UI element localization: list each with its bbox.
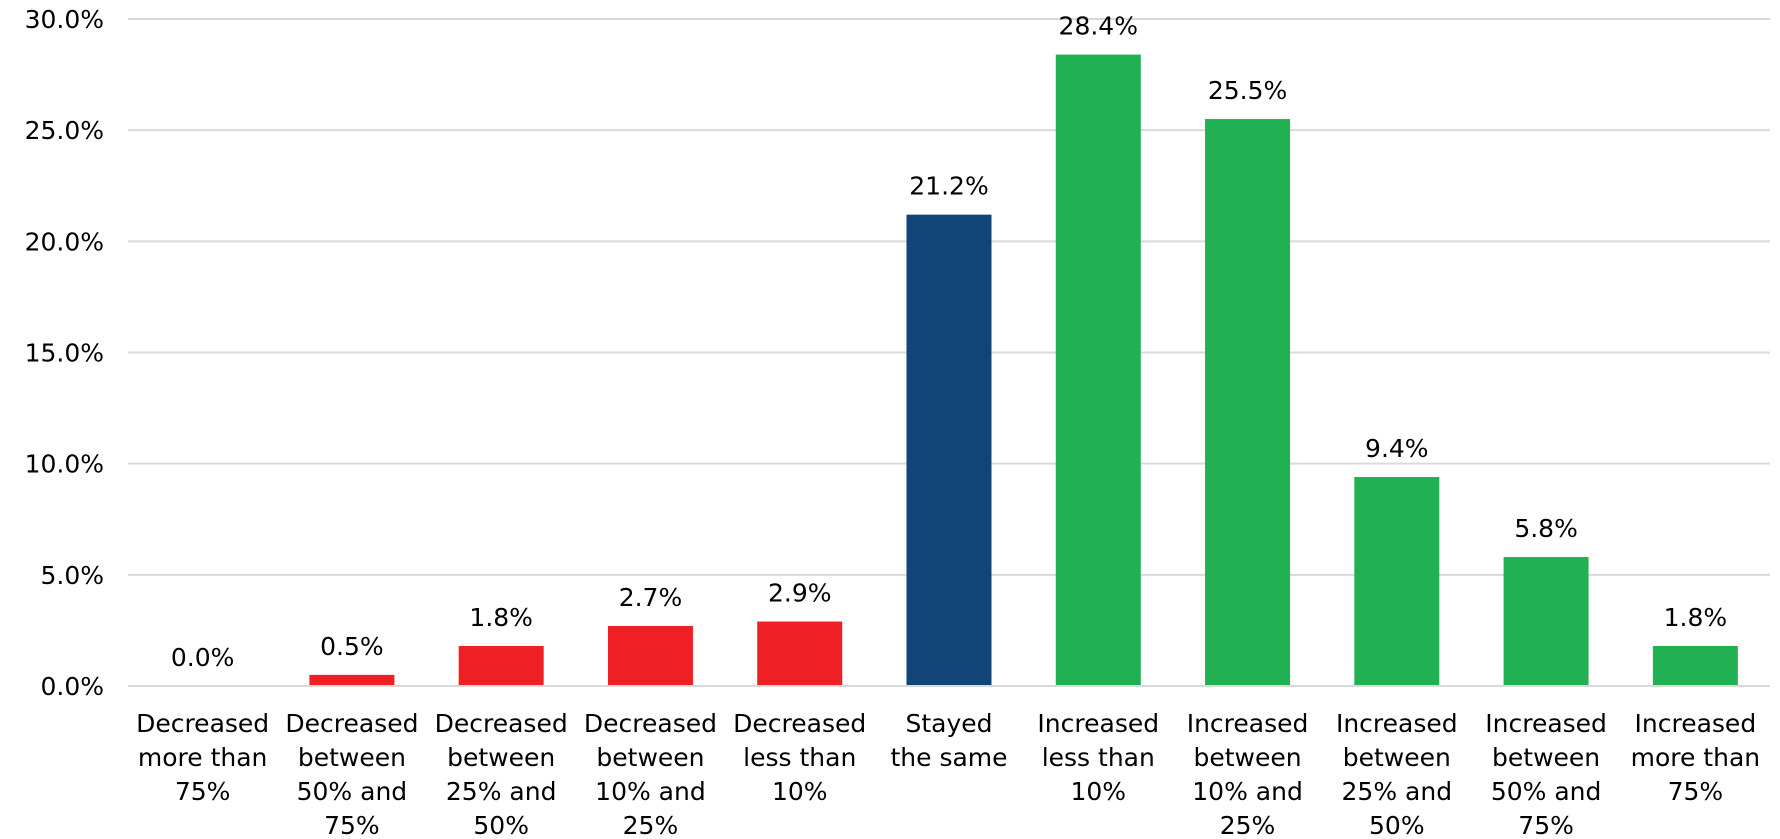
y-tick-label: 25.0%: [25, 116, 104, 145]
x-category-label: Decreased: [435, 709, 568, 738]
bar: [1354, 477, 1439, 686]
x-category-label: 75%: [1518, 811, 1574, 839]
x-category-label: more than: [1631, 743, 1761, 772]
x-category-label: between: [298, 743, 406, 772]
data-label: 1.8%: [1664, 603, 1728, 632]
x-category-label: less than: [1042, 743, 1155, 772]
bar: [757, 622, 842, 686]
y-tick-label: 0.0%: [40, 672, 104, 701]
x-category-label: between: [447, 743, 555, 772]
x-category-label: between: [1492, 743, 1600, 772]
x-category-label: Increased: [1635, 709, 1757, 738]
x-category-label: 10% and: [595, 777, 706, 806]
x-category-label: Decreased: [733, 709, 866, 738]
bar: [608, 626, 693, 686]
x-category-label: Increased: [1485, 709, 1607, 738]
y-axis-tick-labels: 0.0% 5.0% 10.0% 15.0% 20.0% 25.0% 30.0%: [25, 5, 104, 701]
x-category-label: 50% and: [297, 777, 408, 806]
bar: [1205, 119, 1290, 686]
x-category-label: 75%: [324, 811, 380, 839]
bar: [459, 646, 544, 686]
bar: [1653, 646, 1738, 686]
y-tick-label: 15.0%: [25, 339, 104, 368]
y-tick-label: 30.0%: [25, 5, 104, 34]
x-category-label: 10% and: [1192, 777, 1303, 806]
x-category-label: Decreased: [285, 709, 418, 738]
x-category-label: between: [1343, 743, 1451, 772]
x-category-label: Increased: [1336, 709, 1458, 738]
data-label: 28.4%: [1059, 12, 1138, 41]
x-category-label: more than: [138, 743, 268, 772]
x-category-label: 10%: [772, 777, 828, 806]
bar: [907, 215, 992, 686]
bar: [1504, 557, 1589, 686]
x-category-label: between: [596, 743, 704, 772]
x-category-label: 75%: [1668, 777, 1724, 806]
x-category-label: 50%: [473, 811, 529, 839]
x-axis-category-labels: Decreased more than 75% Decreased between 50%…: [136, 709, 1760, 839]
x-category-label: Stayed: [905, 709, 992, 738]
x-category-label: Decreased: [136, 709, 269, 738]
y-tick-label: 10.0%: [25, 450, 104, 479]
data-label: 21.2%: [909, 172, 988, 201]
data-label: 2.9%: [768, 579, 832, 608]
x-category-label: 25% and: [1342, 777, 1453, 806]
y-tick-label: 20.0%: [25, 227, 104, 256]
data-label: 0.5%: [320, 632, 384, 661]
y-tick-label: 5.0%: [40, 561, 104, 590]
x-category-label: the same: [890, 743, 1007, 772]
x-category-label: 25%: [623, 811, 679, 839]
x-category-label: less than: [743, 743, 856, 772]
bars: [309, 55, 1737, 686]
data-label: 1.8%: [469, 603, 533, 632]
x-category-label: Decreased: [584, 709, 717, 738]
x-category-label: 50%: [1369, 811, 1425, 839]
x-category-label: 75%: [175, 777, 231, 806]
x-category-label: 25%: [1220, 811, 1276, 839]
bar: [309, 675, 394, 686]
data-label: 9.4%: [1365, 434, 1429, 463]
x-category-label: Increased: [1037, 709, 1159, 738]
x-category-label: 50% and: [1491, 777, 1602, 806]
bar: [1056, 55, 1141, 686]
x-category-label: 10%: [1070, 777, 1126, 806]
x-category-label: Increased: [1187, 709, 1309, 738]
x-category-label: 25% and: [446, 777, 557, 806]
data-label: 5.8%: [1514, 514, 1578, 543]
x-category-label: between: [1193, 743, 1301, 772]
data-label: 25.5%: [1208, 76, 1287, 105]
data-label: 2.7%: [619, 583, 683, 612]
data-label: 0.0%: [171, 643, 235, 672]
